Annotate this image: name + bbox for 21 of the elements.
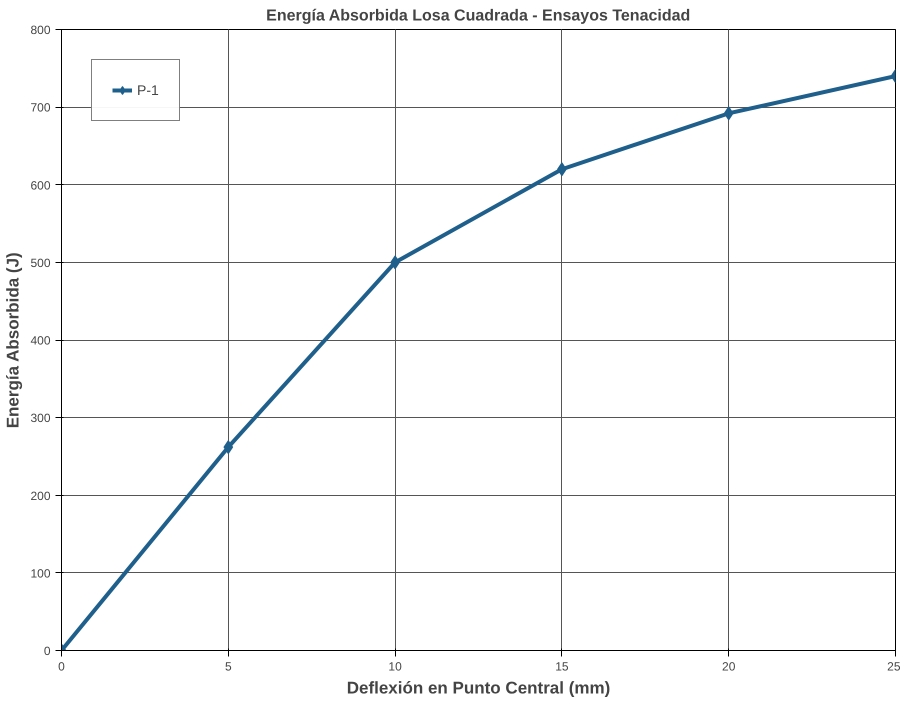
y-tick-label: 800 — [30, 23, 51, 37]
y-tick-label: 300 — [30, 411, 51, 426]
y-tick-label: 100 — [30, 566, 51, 580]
y-tick-label: 200 — [30, 488, 51, 503]
x-tick-label: 0 — [58, 660, 66, 674]
x-axis-title: Deflexión en Punto Central (mm) — [346, 678, 610, 698]
y-tick-label: 0 — [44, 644, 51, 658]
x-tick-label: 25 — [887, 660, 901, 674]
y-tick-label: 700 — [30, 100, 51, 115]
x-tick-label: 10 — [388, 660, 402, 674]
y-tick-label: 500 — [30, 256, 51, 270]
x-tick-label: 20 — [722, 660, 736, 674]
legend-label: P-1 — [137, 82, 159, 98]
point — [223, 440, 234, 454]
x-tick-label: 15 — [555, 660, 569, 674]
point — [724, 106, 734, 120]
x-tick-label: 5 — [224, 660, 232, 674]
y-axis-title: Energía Absorbida (J) — [3, 252, 22, 428]
y-tick-label: 600 — [30, 178, 51, 192]
chart-title: Energía Absorbida Losa Cuadrada - Ensayos Tenacidad — [266, 8, 690, 24]
y-tick-label: 400 — [30, 334, 51, 348]
